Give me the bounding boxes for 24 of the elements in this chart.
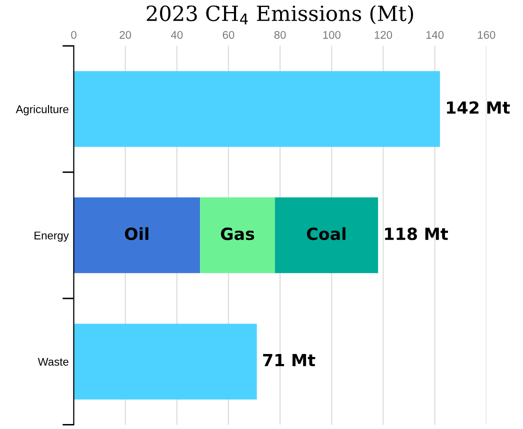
bar: [74, 324, 257, 400]
y-tick-label: Waste: [38, 358, 68, 366]
x-tick-label: 60: [222, 30, 234, 39]
x-tick-label: 140: [426, 30, 444, 39]
bar: [274, 197, 378, 274]
x-tick-label: 40: [170, 30, 183, 39]
total-label: 71 Mt: [263, 354, 316, 366]
x-tick-label: 160: [478, 30, 496, 39]
bar: [74, 71, 440, 147]
y-tick-label: Agriculture: [16, 105, 68, 116]
series-label: Coal: [307, 227, 346, 240]
x-tick-label: 0: [71, 30, 76, 39]
x-tick-label: 20: [120, 30, 132, 39]
chart-title: 2023 CH$_{4}$ Emissions (Mt): [146, 5, 414, 24]
x-tick-label: 120: [374, 30, 392, 39]
total-label: 118 Mt: [385, 228, 448, 240]
x-tick-label: 80: [274, 30, 286, 39]
x-tick-label: 100: [323, 30, 340, 39]
y-tick-label: Energy: [34, 232, 69, 242]
bar: [74, 197, 200, 274]
series-label: Oil: [124, 227, 148, 240]
total-label: 142 Mt: [447, 101, 510, 114]
bar: [200, 197, 275, 274]
series-label: Gas: [220, 228, 254, 240]
